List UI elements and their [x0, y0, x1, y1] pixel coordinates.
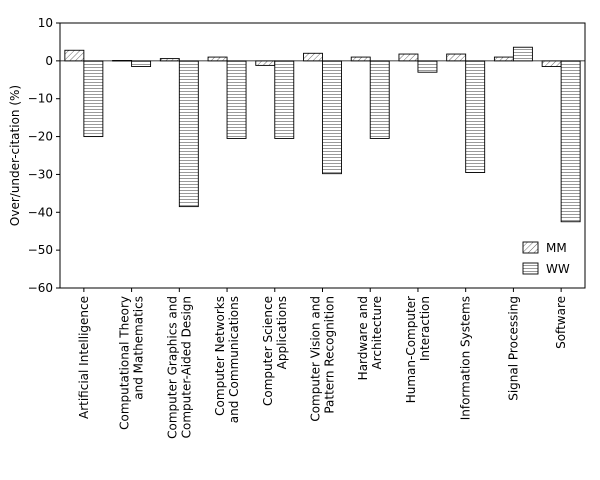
x-tick-label-line: Applications — [275, 296, 289, 369]
plot-frame — [59, 22, 586, 289]
y-tick-label: 10 — [38, 16, 53, 30]
legend: MM WW — [522, 241, 570, 276]
bar-mm-4 — [255, 60, 276, 66]
legend-swatch-mm — [522, 241, 539, 254]
bar-ww-3 — [226, 60, 247, 139]
y-tick-label: −50 — [28, 243, 53, 257]
bar-mm-10 — [541, 60, 562, 67]
x-tick-label-line: Human-Computer — [404, 296, 418, 403]
x-tick-label-line: Computer Graphics and — [165, 296, 179, 439]
x-tick-label-line: Computer-Aided Design — [179, 296, 193, 438]
x-tick-label: Hardware and Architecture — [356, 296, 384, 380]
y-tick-label: −60 — [28, 281, 53, 295]
x-tick-label-line: Computer Science — [261, 296, 275, 406]
x-tick-label: Software — [554, 296, 568, 349]
legend-swatch-ww — [522, 262, 539, 275]
bar-ww-10 — [560, 60, 581, 223]
x-tick-label-line: and Communications — [227, 296, 241, 423]
bar-ww-9 — [512, 46, 533, 62]
x-tick-label-line: Interaction — [418, 296, 432, 361]
x-tick-label: Human-Computer Interaction — [404, 296, 432, 403]
x-tick-label-line: and Mathematics — [132, 296, 146, 400]
x-tick-label: Computer Graphics and Computer-Aided Desi… — [165, 296, 193, 439]
bar-mm-9 — [493, 56, 514, 62]
x-tick-label: Signal Processing — [506, 296, 520, 401]
x-tick-label-line: Software — [554, 296, 568, 349]
x-tick-label: Computer Science Applications — [261, 296, 289, 406]
bar-mm-0 — [64, 49, 85, 62]
x-tick-label: Computer Vision and Pattern Recognition — [309, 296, 337, 422]
bar-ww-1 — [131, 60, 152, 67]
bar-mm-7 — [398, 53, 419, 62]
y-tick-label: −40 — [28, 205, 53, 219]
bar-mm-3 — [207, 56, 228, 62]
bar-mm-6 — [350, 56, 371, 62]
bar-ww-8 — [465, 60, 486, 173]
x-tick-label: Computational Theory and Mathematics — [118, 296, 146, 430]
y-tick-label: −10 — [28, 92, 53, 106]
bar-ww-2 — [178, 60, 199, 208]
x-tick-label-line: Computer Vision and — [309, 296, 323, 422]
bar-mm-8 — [446, 53, 467, 62]
y-tick-label: −30 — [28, 167, 53, 181]
y-tick-label: −20 — [28, 130, 53, 144]
bar-ww-0 — [83, 60, 104, 138]
x-tick-label-line: Architecture — [370, 296, 384, 369]
x-tick-label-line: Computational Theory — [118, 296, 132, 430]
bar-mm-5 — [303, 52, 323, 62]
y-axis-title: Over/under-citation (%) — [8, 85, 22, 226]
x-tick-label: Artificial Intelligence — [77, 296, 91, 419]
bar-ww-5 — [322, 60, 342, 175]
y-tick-label: 0 — [45, 54, 53, 68]
x-tick-label-line: Artificial Intelligence — [77, 296, 91, 419]
bar-ww-6 — [369, 60, 390, 139]
x-tick-label-line: Pattern Recognition — [323, 296, 337, 414]
x-tick-label-line: Information Systems — [459, 296, 473, 420]
bars-group — [60, 46, 585, 223]
x-tick-label: Information Systems — [459, 296, 473, 420]
bar-ww-4 — [274, 60, 295, 139]
x-tick-label-line: Computer Networks — [213, 296, 227, 416]
bar-ww-7 — [417, 60, 438, 73]
x-tick-label-line: Signal Processing — [506, 296, 520, 401]
x-tick-label-line: Hardware and — [356, 296, 370, 380]
x-tick-label: Computer Networks and Communications — [213, 296, 241, 423]
legend-label-ww: WW — [546, 262, 570, 276]
x-axis: Artificial Intelligence Computational The… — [77, 288, 568, 439]
legend-label-mm: MM — [546, 241, 567, 255]
y-axis: 10 0 −10 −20 −30 −40 −50 −60 — [28, 16, 60, 295]
